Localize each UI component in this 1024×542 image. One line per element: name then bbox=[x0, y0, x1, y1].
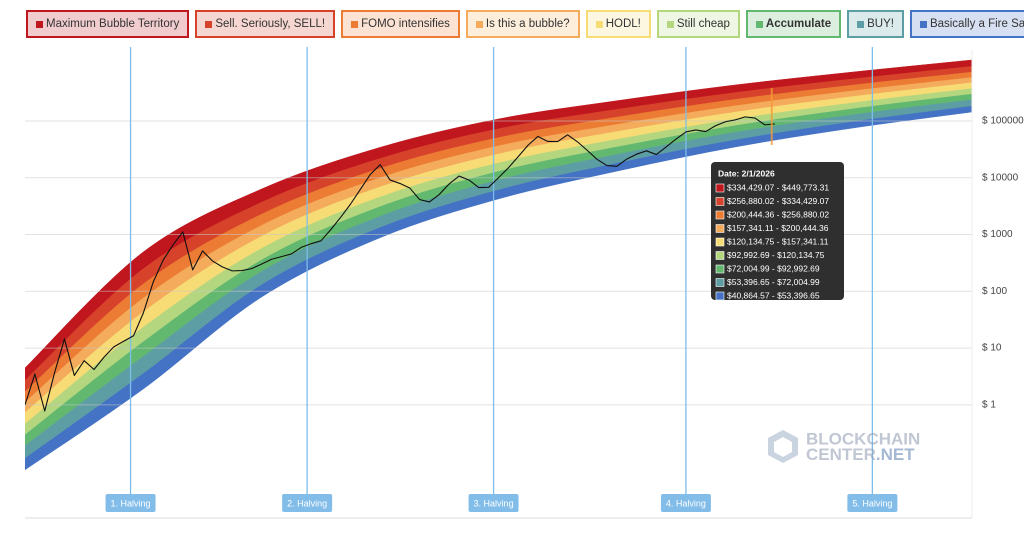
tooltip-swatch bbox=[715, 237, 725, 247]
tooltip-row: $40,864.57 - $53,396.65 bbox=[727, 290, 820, 300]
halving-label: 5. Halving bbox=[852, 498, 892, 508]
price bbox=[25, 116, 775, 412]
tooltip-swatch bbox=[715, 291, 725, 301]
tooltip-row: $334,429.07 - $449,773.31 bbox=[727, 182, 829, 192]
legend-swatch bbox=[351, 20, 359, 28]
legend-swatch bbox=[205, 20, 213, 28]
y-tick-label: $ 10000 bbox=[982, 172, 1019, 183]
legend: Maximum Bubble Territory Sell. Seriously,… bbox=[26, 10, 1024, 38]
price-line bbox=[25, 116, 775, 412]
legend-swatch bbox=[857, 20, 865, 28]
legend-label: Is this a bubble? bbox=[485, 18, 570, 30]
legend-item[interactable]: FOMO intensifies bbox=[341, 10, 460, 38]
y-tick-label: $ 100 bbox=[982, 286, 1007, 297]
watermark-text: CENTER.NET bbox=[806, 445, 915, 464]
legend-swatch bbox=[666, 20, 674, 28]
legend-swatch bbox=[475, 20, 483, 28]
tooltip-dot bbox=[768, 82, 775, 88]
legend-swatch bbox=[919, 20, 927, 28]
legend-item[interactable]: Maximum Bubble Territory bbox=[26, 10, 190, 38]
legend-item[interactable]: Still cheap bbox=[656, 10, 740, 38]
watermark-text: CENTER bbox=[806, 445, 876, 464]
halving-label: 2. Halving bbox=[287, 498, 327, 508]
legend-swatch bbox=[755, 20, 763, 28]
legend-item[interactable]: Is this a bubble? bbox=[465, 10, 580, 38]
tooltip-row: $53,396.65 - $72,004.99 bbox=[727, 277, 820, 287]
legend-label: Basically a Fire Sale bbox=[929, 18, 1024, 30]
tooltip-row: $92,992.69 - $120,134.75 bbox=[727, 250, 825, 260]
tooltip-swatch bbox=[715, 210, 725, 220]
legend-label: Maximum Bubble Territory bbox=[46, 18, 180, 30]
y-tick-label: $ 10 bbox=[982, 343, 1002, 354]
tooltip-row: $256,880.02 - $334,429.07 bbox=[727, 196, 829, 206]
halving-badge bbox=[282, 494, 333, 512]
tooltip-swatch bbox=[715, 251, 725, 260]
legend-item[interactable]: Sell. Seriously, SELL! bbox=[195, 10, 336, 38]
halving-badge bbox=[847, 494, 898, 512]
legend-label: HODL! bbox=[605, 18, 641, 30]
tooltip-box bbox=[711, 162, 844, 300]
halvings: 1. Halving 2. Halving 3. Halving 4. Halving… bbox=[105, 47, 898, 512]
watermark: BLOCKCHAIN CENTER.NET bbox=[768, 429, 920, 464]
tooltip-swatch bbox=[715, 278, 725, 287]
y-tick-label: $ 1 bbox=[982, 400, 996, 411]
halving-badge bbox=[105, 494, 156, 512]
tooltip-row: $72,004.99 - $92,992.69 bbox=[727, 263, 820, 273]
halving-label: 4. Halving bbox=[666, 498, 706, 508]
legend-swatch bbox=[595, 20, 603, 28]
legend-item[interactable]: Accumulate bbox=[745, 10, 842, 38]
legend-swatch bbox=[36, 20, 43, 28]
halving-badge bbox=[468, 494, 519, 512]
tooltip-date: Date: 2/1/2026 bbox=[718, 168, 775, 178]
legend-item[interactable]: Basically a Fire Sale bbox=[909, 10, 1024, 38]
legend-label: Still cheap bbox=[676, 18, 730, 30]
tooltip-row: $200,444.36 - $256,880.02 bbox=[727, 209, 829, 219]
y-tick-label: $ 100000 bbox=[982, 116, 1024, 127]
tooltip-swatch bbox=[715, 197, 725, 206]
legend-item[interactable]: HODL! bbox=[585, 10, 651, 38]
tooltip-swatch bbox=[715, 224, 725, 233]
tooltip-swatch bbox=[715, 183, 725, 193]
tooltip-swatch bbox=[715, 264, 725, 274]
rainbow-band bbox=[25, 105, 972, 471]
legend-item[interactable]: BUY! bbox=[847, 10, 904, 38]
watermark-text: .NET bbox=[876, 445, 915, 464]
legend-label: FOMO intensifies bbox=[361, 18, 450, 30]
legend-label: BUY! bbox=[867, 18, 894, 30]
watermark-text: BLOCKCHAIN bbox=[806, 429, 920, 448]
halving-label: 1. Halving bbox=[111, 498, 151, 508]
tooltip: Date: 2/1/2026 $334,429.07 - $449,773.31 $… bbox=[711, 82, 844, 301]
legend-label: Sell. Seriously, SELL! bbox=[215, 18, 326, 30]
halving-label: 3. Halving bbox=[474, 498, 514, 508]
halving-badge bbox=[660, 494, 711, 512]
y-tick-label: $ 1000 bbox=[982, 229, 1013, 240]
watermark-icon bbox=[774, 437, 792, 457]
tooltip-row: $120,134.75 - $157,341.11 bbox=[727, 236, 829, 246]
legend-label: Accumulate bbox=[765, 18, 832, 30]
tooltip-row: $157,341.11 - $200,444.36 bbox=[727, 223, 829, 233]
